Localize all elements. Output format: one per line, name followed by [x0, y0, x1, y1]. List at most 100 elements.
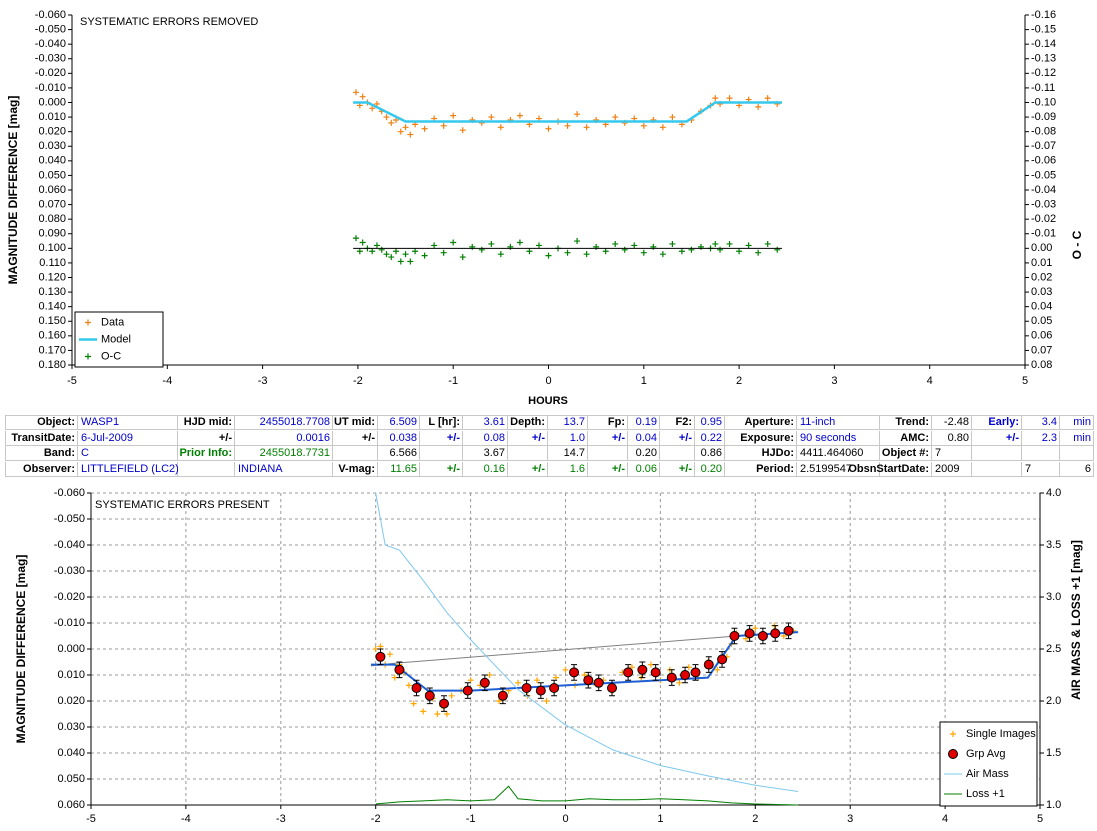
- cell-text: 0.16: [483, 462, 505, 475]
- table-cell: [797, 461, 880, 477]
- table-label: AMC:: [880, 431, 932, 446]
- x-tick-label: -5: [67, 375, 77, 387]
- data-point: [726, 95, 733, 102]
- cell-text: 2.5199547: [800, 462, 852, 475]
- data-point: [397, 258, 404, 265]
- data-point: [764, 240, 771, 247]
- x-tick-label: -3: [258, 375, 268, 387]
- group-average-point: [650, 667, 661, 678]
- table-value: 1.6: [548, 462, 588, 477]
- table-cell: [588, 430, 628, 446]
- cell-text: +/-: [218, 431, 232, 444]
- y2-tick-label: -0.12: [1031, 67, 1056, 79]
- data-point: [526, 248, 533, 255]
- data-point: [574, 111, 581, 118]
- data-point: [359, 93, 366, 100]
- table-cell: [1022, 461, 1060, 477]
- table-value: 2009: [932, 462, 972, 477]
- y2-tick-label: 4.0: [1046, 487, 1061, 499]
- data-point: [488, 240, 495, 247]
- cell-text: 2455018.7731: [259, 447, 330, 459]
- y-tick-label: -0.020: [54, 591, 85, 603]
- data-point: [467, 677, 474, 684]
- y-axis-label: MAGNITUDE DIFFERENCE [mag]: [6, 96, 20, 285]
- group-average-point: [569, 667, 580, 678]
- table-value: 90 seconds: [797, 431, 880, 446]
- table-cell: [463, 446, 508, 461]
- y-tick-label: 0.050: [57, 773, 85, 785]
- data-point: [407, 258, 414, 265]
- table-cell: [548, 461, 588, 477]
- table-cell: [797, 430, 880, 446]
- group-average-point: [729, 631, 740, 641]
- y2-tick-label: -0.09: [1031, 111, 1056, 123]
- table-cell: [378, 430, 420, 446]
- table-label: Observer:: [5, 462, 78, 477]
- table-cell: [1060, 461, 1094, 477]
- cell-text: 3.61: [483, 416, 505, 428]
- table-label: +/-: [972, 431, 1022, 446]
- y2-tick-label: 1.5: [1046, 747, 1061, 759]
- data-point: [564, 249, 571, 256]
- cell-text: Object #:: [881, 447, 929, 459]
- table-cell: [235, 461, 333, 477]
- data-point: [621, 246, 628, 253]
- data-point: [564, 122, 571, 129]
- y2-tick-label: -0.06: [1031, 155, 1056, 167]
- y-tick-label: -0.060: [35, 9, 66, 21]
- group-average-point: [439, 698, 450, 709]
- cell-text: AMC:: [900, 431, 929, 444]
- table-cell: [660, 430, 695, 446]
- data-point: [736, 248, 743, 255]
- table-cell: [660, 446, 695, 461]
- y-tick-label: -0.030: [54, 565, 85, 577]
- table-cell: [1060, 446, 1094, 461]
- y-tick-label: -0.050: [35, 23, 66, 35]
- table-value: 3.4: [1022, 415, 1060, 430]
- group-average-point: [521, 683, 532, 693]
- x-tick-label: 0: [545, 375, 551, 387]
- legend-swatch: [85, 319, 91, 326]
- y2-tick-label: 2.0: [1046, 695, 1061, 707]
- cell-text: Early:: [988, 416, 1019, 428]
- y2-tick-label: 0.08: [1031, 359, 1052, 371]
- table-cell: [695, 446, 725, 461]
- y-tick-label: 0.160: [38, 330, 66, 342]
- group-average-point: [535, 685, 546, 696]
- y-tick-label: 0.010: [38, 111, 66, 123]
- table-cell: [378, 446, 420, 461]
- table-cell: [5, 446, 78, 461]
- table-cell: [628, 446, 660, 461]
- data-point: [669, 114, 676, 121]
- cell-text: min: [1073, 431, 1091, 444]
- table-value: 0.16: [463, 462, 508, 477]
- cell-text: -2.48: [943, 416, 969, 428]
- y2-tick-label: -0.14: [1031, 38, 1056, 50]
- cell-text: Depth:: [510, 416, 545, 428]
- cell-text: 0.20: [700, 462, 722, 475]
- table-label: TransitDate:: [5, 431, 78, 446]
- x-tick-label: 2: [736, 375, 742, 387]
- table-label: Period:: [725, 462, 797, 477]
- data-point: [388, 119, 395, 126]
- cell-text: 0.04: [635, 431, 657, 444]
- group-average-point: [703, 659, 714, 670]
- group-average-point: [757, 631, 768, 641]
- table-cell: [420, 430, 463, 446]
- table-value: 2.5199547: [797, 462, 880, 477]
- data-point: [377, 643, 384, 650]
- data-point: [659, 124, 666, 131]
- data-point: [534, 677, 541, 684]
- data-point: [378, 246, 385, 253]
- data-point: [359, 239, 366, 246]
- table-cell: [378, 461, 420, 477]
- table-cell: [5, 430, 78, 446]
- x-tick-label: 1: [657, 813, 663, 825]
- group-average-point: [583, 675, 594, 686]
- data-point: [755, 103, 762, 110]
- cell-text: 2009: [935, 462, 960, 475]
- legend-swatch: [85, 353, 91, 360]
- group-average-point: [394, 664, 405, 675]
- table-label: +/-: [660, 462, 695, 477]
- data-point: [755, 249, 762, 256]
